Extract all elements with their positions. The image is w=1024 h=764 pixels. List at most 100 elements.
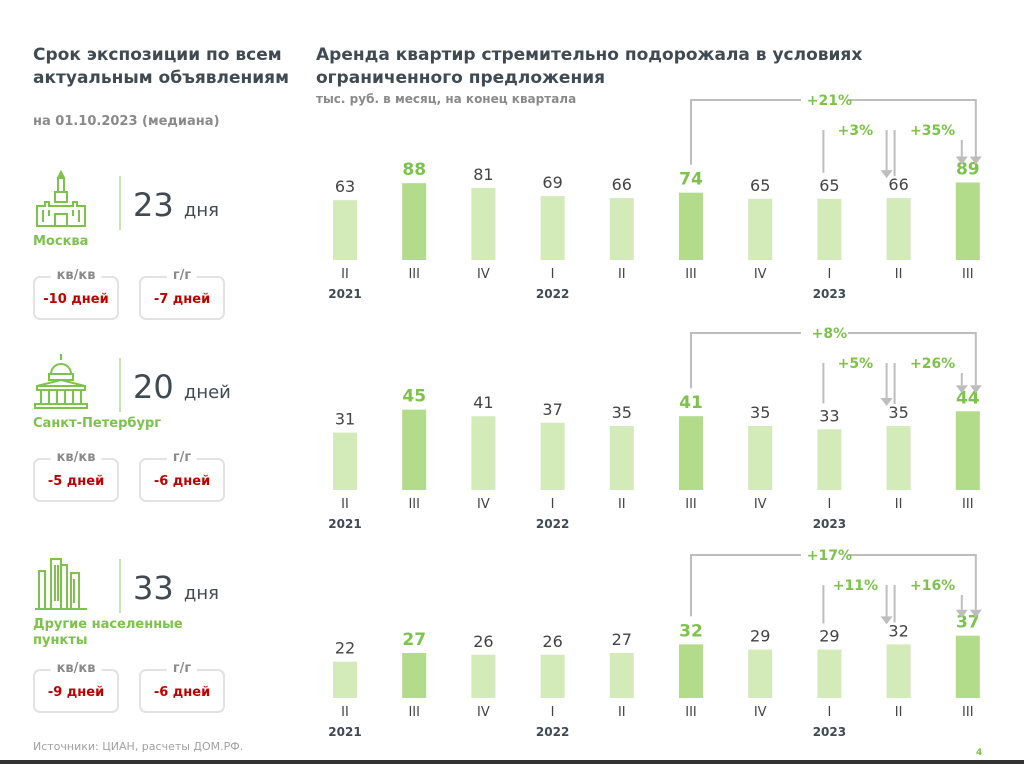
quarter-label: IV [754,267,767,282]
value-label: 35 [888,403,908,422]
qoq-change: +26% [910,356,955,372]
quarter-label: II [895,497,903,512]
value-label: 27 [612,630,632,649]
quarter-label: III [962,497,974,512]
bar [333,432,357,490]
bar [817,649,842,698]
quarter-label: I [827,497,831,512]
value-label: 35 [750,403,770,422]
qoq-box: кв/кв -9 дней [33,661,119,713]
year-label: 2022 [536,517,569,531]
yoy-bracket [690,554,977,617]
left-title: Срок экспозиции по всем актуальным объяв… [33,45,289,88]
source-note: Источники: ЦИАН, расчеты ДОМ.РФ. [33,740,244,753]
quarter-label: IV [477,497,490,512]
qoq-prev-bracket [822,130,888,173]
value-label: 74 [679,170,703,190]
value-label: 88 [402,160,426,180]
quarter-label: I [551,267,555,282]
bottom-bar [0,760,1024,764]
city-name: Санкт-Петербург [33,416,162,431]
value-label: 69 [542,173,562,192]
value-label: 35 [612,403,632,422]
bar [955,635,980,698]
city-name: Другие населенные пункты [33,617,183,648]
bar [817,429,842,490]
qoq-prev-bracket [822,363,888,404]
bar [333,200,357,260]
arrow-icon [955,156,968,165]
quarter-label: I [551,497,555,512]
value-label: 66 [612,175,632,194]
chart-subtitle: тыс. руб. в месяц, на конец квартала [316,92,577,106]
bar [609,653,634,698]
bar [540,422,565,490]
quarter-label: II [341,705,349,720]
value-label: 33 [819,406,839,425]
divider [119,176,121,230]
left-subtitle: на 01.10.2023 (медиана) [33,114,220,129]
yoy-box: г/г -7 дней [139,268,225,320]
value-label: 63 [335,177,355,196]
kremlin-icon [36,170,86,227]
value-label: 41 [679,393,703,413]
bar [471,187,496,260]
bar [886,644,911,698]
bar [471,416,496,490]
arrow-icon [969,156,982,165]
arrow-icon [880,398,893,407]
quarter-label: III [408,267,420,282]
qoq-prev-change: +11% [833,578,878,594]
quarter-label: IV [477,705,490,720]
quarter-label: I [827,705,831,720]
bar [609,198,634,260]
yoy-box: г/г -6 дней [139,450,225,502]
qoq-bracket [893,363,963,405]
value-label: 22 [335,639,355,658]
qoq-bracket [893,130,963,177]
city-name: Москва [33,234,89,249]
year-label: 2021 [328,725,361,739]
bar [748,649,773,698]
qoq-bracket [893,585,963,623]
skyscrapers-icon [35,558,87,610]
value-label: 37 [956,613,980,633]
quarter-label: IV [754,705,767,720]
qoq-change: +35% [910,123,955,139]
value-label: 31 [335,410,355,429]
value-label: 37 [542,400,562,419]
yoy-change: +21% [807,93,852,109]
quarter-label: III [685,705,697,720]
quarter-label: I [827,267,831,282]
value-label: 65 [750,176,770,195]
exposure-days: 23 дня [133,186,219,224]
yoy-bracket [690,99,977,165]
bar [679,416,703,490]
value-label: 45 [402,387,426,407]
bar [886,426,911,490]
quarter-label: III [685,497,697,512]
value-label: 89 [956,159,980,179]
qoq-box: кв/кв -10 дней [33,268,119,320]
value-label: 66 [888,175,908,194]
arrow-icon [880,170,893,179]
arrow-icon [955,385,968,394]
quarter-label: III [408,705,420,720]
qoq-prev-bracket [822,585,888,624]
quarter-label: II [618,267,626,282]
value-label: 29 [819,627,839,646]
value-label: 32 [679,621,703,641]
divider [119,559,121,613]
bar [609,426,634,490]
quarter-label: IV [754,497,767,512]
yoy-bracket [690,332,977,389]
quarter-label: II [618,497,626,512]
bar [955,182,980,260]
arrow-icon [955,609,968,618]
quarter-label: II [895,705,903,720]
bar [540,654,565,698]
bar [402,409,427,490]
value-label: 27 [402,630,426,650]
arrow-icon [969,385,982,394]
value-label: 81 [473,165,493,184]
